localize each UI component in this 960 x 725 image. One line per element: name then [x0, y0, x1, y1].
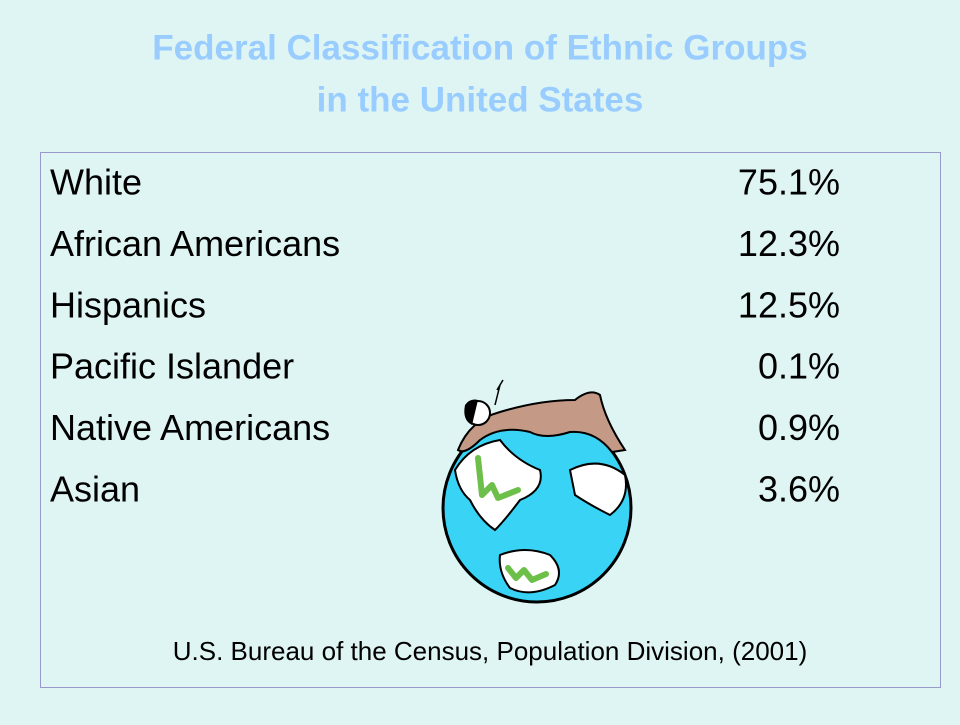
globe-clipart: [441, 379, 633, 604]
row-label: African Americans: [50, 223, 340, 264]
title-line: in the United States: [317, 80, 644, 119]
row-value: 0.1%: [758, 346, 840, 387]
row-label: Native Americans: [50, 407, 330, 448]
row-list: White 75.1% African Americans 12.3% Hispanic…: [50, 162, 840, 510]
row-label: Hispanics: [50, 284, 206, 325]
row-value: 3.6%: [758, 469, 840, 510]
content-box: [40, 152, 941, 688]
row-value: 0.9%: [758, 407, 840, 448]
title-line: Federal Classification of Ethnic Groups: [152, 28, 807, 67]
row-label: Pacific Islander: [50, 346, 294, 387]
source-note: U.S. Bureau of the Census, Population Di…: [173, 636, 807, 666]
row-value: 75.1%: [738, 162, 840, 203]
row-value: 12.3%: [738, 223, 840, 264]
row-label: White: [50, 162, 142, 203]
row-value: 12.5%: [738, 284, 840, 325]
row-label: Asian: [50, 469, 140, 510]
